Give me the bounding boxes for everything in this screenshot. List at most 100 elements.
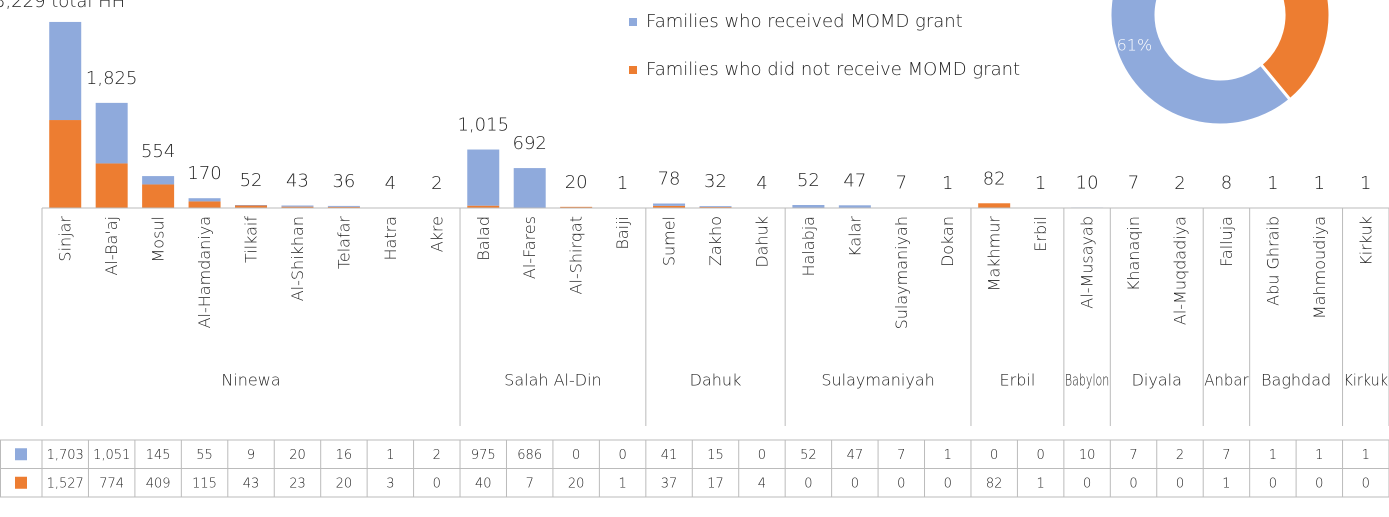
bar-segment bbox=[467, 205, 500, 208]
bar-segment bbox=[653, 203, 686, 206]
category-label: Al-Shikhan bbox=[288, 216, 307, 301]
category-label: Sinjar bbox=[56, 216, 75, 262]
table-cell: 43 bbox=[243, 476, 260, 491]
table-cell: 16 bbox=[336, 448, 353, 463]
total-label: 1 bbox=[1035, 173, 1046, 194]
legend-label: Families who did not receive MOMD grant bbox=[646, 59, 1020, 80]
table-cell: 17 bbox=[707, 476, 724, 491]
table-cell: 82 bbox=[986, 476, 1003, 491]
total-label: 2 bbox=[1174, 173, 1185, 194]
group-label: Erbil bbox=[1000, 371, 1036, 390]
bar-segment bbox=[978, 203, 1011, 208]
category-label: Baiji bbox=[613, 216, 632, 250]
bar-segment bbox=[838, 205, 871, 208]
total-label: 3,229 total HH bbox=[0, 0, 125, 12]
total-label: 32 bbox=[704, 171, 727, 192]
donut-slice bbox=[1258, 0, 1332, 102]
bar-segment bbox=[188, 201, 221, 208]
total-label: 20 bbox=[565, 172, 588, 193]
category-label: Telafar bbox=[334, 216, 353, 270]
bar-segment bbox=[560, 206, 593, 208]
category-label: Kalar bbox=[845, 216, 864, 257]
table-cell: 1,527 bbox=[47, 476, 84, 491]
table-cell: 4 bbox=[758, 476, 766, 491]
table-cell: 0 bbox=[944, 476, 952, 491]
table-cell: 409 bbox=[146, 476, 171, 491]
total-label: 1 bbox=[1267, 173, 1278, 194]
table-cell: 1,051 bbox=[93, 448, 130, 463]
category-label: Dokan bbox=[938, 216, 957, 267]
table-cell: 686 bbox=[517, 448, 542, 463]
total-label: 10 bbox=[1076, 172, 1099, 193]
total-label: 1,015 bbox=[457, 115, 509, 136]
bar-segment bbox=[142, 184, 175, 208]
table-cell: 975 bbox=[471, 448, 496, 463]
donut-label: 61% bbox=[1117, 35, 1153, 54]
category-label: Halabja bbox=[799, 216, 818, 277]
total-label: 170 bbox=[187, 163, 221, 184]
bar-segment bbox=[792, 205, 825, 208]
table-cell: 1 bbox=[1036, 476, 1044, 491]
bar-segment bbox=[95, 102, 128, 164]
legend-swatch bbox=[629, 18, 637, 26]
table-cell: 55 bbox=[196, 448, 213, 463]
bar-segment bbox=[235, 205, 268, 206]
total-label: 82 bbox=[983, 168, 1006, 189]
table-cell: 40 bbox=[475, 476, 492, 491]
group-label: Sulaymaniyah bbox=[821, 371, 934, 390]
category-label: Al-Muqdadiya bbox=[1170, 216, 1189, 325]
total-label: 7 bbox=[1128, 173, 1139, 194]
total-label: 8 bbox=[1221, 173, 1232, 194]
category-label: Kirkuk bbox=[1356, 216, 1375, 266]
table-cell: 7 bbox=[897, 448, 905, 463]
total-label: 52 bbox=[240, 170, 263, 191]
category-label: Al-Ba'aj bbox=[102, 216, 121, 276]
table-cell: 0 bbox=[618, 448, 626, 463]
category-label: Mahmoudiya bbox=[1310, 216, 1329, 319]
category-label: Sulaymaniyah bbox=[892, 216, 911, 329]
group-label: Baghdad bbox=[1261, 371, 1331, 390]
category-label: Al-Fares bbox=[520, 216, 539, 279]
total-label: 1 bbox=[617, 173, 628, 194]
table-cell: 1 bbox=[618, 476, 626, 491]
table-cell: 774 bbox=[99, 476, 124, 491]
bar-segment bbox=[327, 205, 360, 207]
bar-segment bbox=[653, 205, 686, 208]
total-label: 2 bbox=[431, 173, 442, 194]
total-label: 43 bbox=[286, 171, 309, 192]
table-cell: 0 bbox=[1083, 476, 1091, 491]
group-label: Diyala bbox=[1132, 371, 1182, 390]
table-cell: 20 bbox=[336, 476, 353, 491]
donut-slice bbox=[1108, 0, 1293, 127]
table-cell: 0 bbox=[990, 448, 998, 463]
table-cell: 0 bbox=[804, 476, 812, 491]
category-label: Al-Hamdaniya bbox=[195, 216, 214, 328]
category-label: Khanaqin bbox=[1124, 216, 1143, 291]
table-cell: 37 bbox=[661, 476, 678, 491]
category-label: Al-Shirqat bbox=[567, 216, 586, 294]
category-label: Falluja bbox=[1217, 216, 1236, 267]
bar-segment bbox=[95, 163, 128, 208]
table-cell: 7 bbox=[1129, 448, 1137, 463]
table-cell: 0 bbox=[1176, 476, 1184, 491]
total-label: 1 bbox=[1314, 173, 1325, 194]
table-cell: 145 bbox=[146, 448, 171, 463]
total-label: 554 bbox=[141, 141, 175, 162]
table-cell: 1 bbox=[1315, 448, 1323, 463]
table-cell: 15 bbox=[707, 448, 724, 463]
table-cell: 52 bbox=[800, 448, 817, 463]
bar-segment bbox=[142, 176, 175, 185]
bar-segment bbox=[327, 206, 360, 208]
bar-segment bbox=[281, 205, 314, 207]
table-cell: 1 bbox=[944, 448, 952, 463]
table-cell: 41 bbox=[661, 448, 678, 463]
category-label: Akre bbox=[427, 216, 446, 252]
table-cell: 1,703 bbox=[47, 448, 84, 463]
table-swatch bbox=[15, 448, 27, 461]
table-cell: 1 bbox=[386, 448, 394, 463]
total-label: 7 bbox=[896, 173, 907, 194]
table-cell: 0 bbox=[572, 448, 580, 463]
legend-swatch bbox=[629, 66, 637, 74]
bar-segment bbox=[49, 21, 82, 121]
legend-label: Families who received MOMD grant bbox=[646, 11, 963, 32]
